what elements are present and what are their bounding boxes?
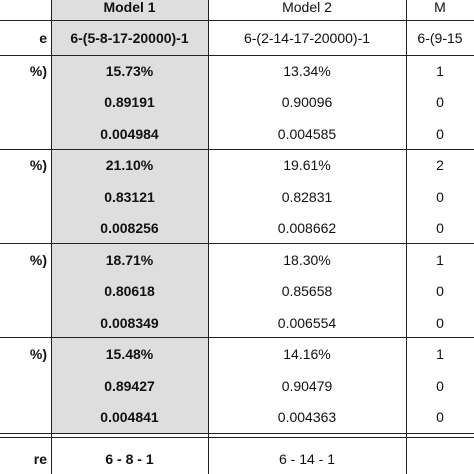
value-cell: 15.48%	[51, 338, 208, 370]
row-label	[0, 0, 51, 20]
row-label	[0, 87, 51, 119]
row-label: re	[33, 451, 47, 467]
row-border	[0, 149, 474, 150]
value-cell: 6 - 14 - 1	[278, 451, 336, 467]
value-cell: 0.008662	[277, 220, 337, 237]
value-cell: 15.73%	[51, 55, 208, 87]
row-label	[0, 118, 51, 150]
row-border	[0, 437, 474, 438]
value-cell: 14.16%	[283, 346, 331, 363]
value-cell: 2	[436, 157, 444, 174]
row-border	[0, 433, 474, 434]
value-cell: 0.83121	[51, 181, 208, 213]
value-cell: 0.82831	[281, 188, 333, 205]
row-border	[0, 337, 474, 338]
value-cell: 6 - 8 - 1	[51, 438, 208, 474]
row-border	[0, 20, 474, 21]
row-border	[0, 55, 474, 56]
row-label	[0, 213, 51, 245]
value-cell: 0.85658	[281, 283, 333, 300]
value-cell: 13.34%	[283, 62, 331, 79]
header-cell: 6-(2-14-17-20000)-1	[243, 29, 371, 46]
value-cell: 0	[436, 94, 444, 111]
value-cell: 0.004363	[277, 409, 337, 426]
value-cell: 0	[436, 409, 444, 426]
value-cell: 0.89191	[51, 86, 208, 118]
value-cell: 1	[436, 346, 444, 363]
column-border	[406, 0, 407, 474]
row-label	[0, 402, 51, 434]
value-cell: 0	[436, 377, 444, 394]
row-label: %)	[29, 62, 47, 79]
value-cell: 19.61%	[283, 157, 331, 174]
value-cell: 18.71%	[51, 244, 208, 276]
header-cell: 6-(9-15	[417, 29, 463, 46]
column-border	[51, 0, 52, 474]
value-cell: 0.006554	[277, 314, 337, 331]
value-cell: 18.30%	[283, 251, 331, 268]
value-cell	[406, 438, 474, 474]
header-cell: Model 1	[51, 0, 208, 20]
value-cell: 0.004585	[277, 125, 337, 142]
row-label	[0, 181, 51, 213]
value-cell: 0.80618	[51, 275, 208, 307]
row-border	[0, 243, 474, 244]
row-label	[0, 370, 51, 402]
row-label: %)	[29, 346, 47, 363]
value-cell: 1	[436, 251, 444, 268]
value-cell: 0	[436, 125, 444, 142]
row-label: e	[39, 29, 47, 46]
header-cell: 6-(5-8-17-20000)-1	[51, 20, 208, 55]
row-label	[0, 276, 51, 308]
value-cell: 0.90096	[281, 94, 333, 111]
value-cell: 0	[436, 314, 444, 331]
value-cell: 0.008256	[51, 212, 208, 244]
value-cell: 1	[436, 62, 444, 79]
row-label: %)	[29, 157, 47, 174]
value-cell: 0.89427	[51, 370, 208, 402]
column-border	[208, 0, 209, 474]
value-cell: 0	[436, 220, 444, 237]
row-label: %)	[29, 251, 47, 268]
value-cell: 0.90479	[281, 377, 333, 394]
header-cell: M	[434, 0, 446, 15]
value-cell: 0.004841	[51, 401, 208, 433]
value-cell: 0	[436, 188, 444, 205]
value-cell: 0.004984	[51, 118, 208, 150]
value-cell: 0	[436, 283, 444, 300]
value-cell: 0.008349	[51, 307, 208, 339]
row-label	[0, 307, 51, 339]
value-cell: 21.10%	[51, 149, 208, 181]
header-cell: Model 2	[282, 0, 332, 15]
